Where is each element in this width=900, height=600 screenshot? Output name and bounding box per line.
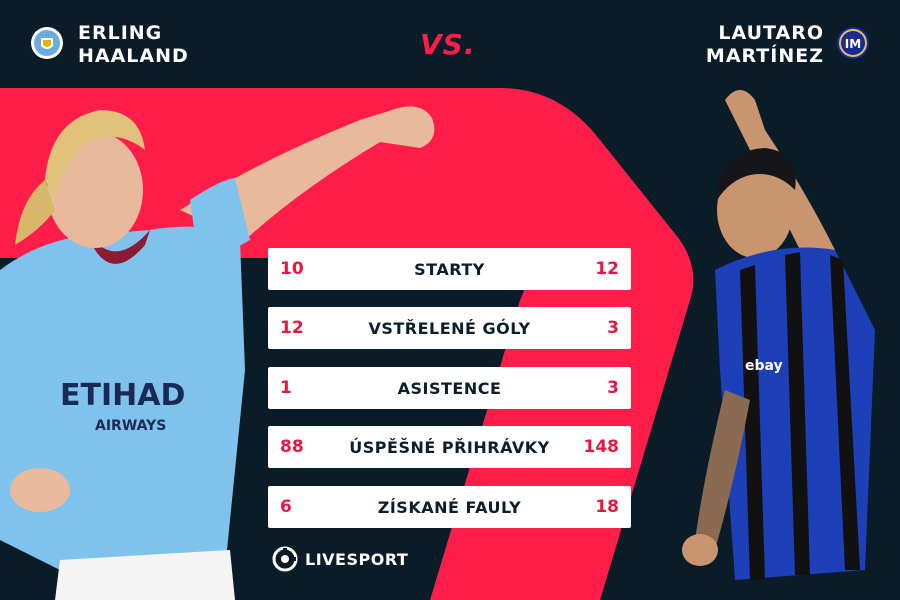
right-player-image: ebay (682, 90, 875, 580)
svg-text:IM: IM (845, 37, 861, 51)
brand-name: LIVESPORT (305, 549, 409, 569)
stat-label: ZÍSKANÉ FAULY (377, 497, 522, 517)
left-player-image: ETIHAD AIRWAYS (0, 106, 435, 600)
stat-label: STARTY (414, 259, 485, 279)
left-player-first-name: ERLING (78, 22, 163, 44)
stat-right-value: 3 (607, 378, 619, 398)
stat-label: VSTŘELENÉ GÓLY (368, 318, 531, 338)
manchester-city-crest-icon (30, 26, 64, 60)
stat-left-value: 12 (280, 318, 304, 338)
stat-label: ÚSPĚŠNÉ PŘIHRÁVKY (349, 437, 550, 457)
left-player-last-name: HAALAND (78, 45, 189, 67)
brand-watermark: LIVESPORT (272, 546, 408, 572)
stat-right-value: 148 (583, 437, 620, 457)
stat-label: ASISTENCE (397, 378, 502, 398)
stat-row-goals: 12 VSTŘELENÉ GÓLY 3 (268, 307, 631, 349)
left-player-name: ERLING HAALAND (78, 22, 189, 68)
vs-label: VS. (420, 28, 476, 61)
stat-row-starty: 10 STARTY 12 (268, 248, 631, 290)
stat-left-value: 88 (280, 437, 304, 457)
svg-text:ebay: ebay (745, 358, 783, 374)
inter-milan-crest-icon: IM (836, 26, 870, 60)
livesport-logo-icon (272, 546, 298, 572)
svg-text:AIRWAYS: AIRWAYS (95, 418, 166, 434)
stat-right-value: 18 (595, 497, 619, 517)
right-player-last-name: MARTÍNEZ (705, 45, 824, 67)
stat-left-value: 10 (280, 259, 304, 279)
stat-row-passes: 88 ÚSPĚŠNÉ PŘIHRÁVKY 148 (268, 426, 631, 468)
stat-left-value: 1 (280, 378, 292, 398)
right-player-name: LAUTARO MARTÍNEZ (706, 22, 824, 68)
stat-row-assists: 1 ASISTENCE 3 (268, 367, 631, 409)
stat-row-fouls: 6 ZÍSKANÉ FAULY 18 (268, 486, 631, 528)
stat-right-value: 12 (595, 259, 619, 279)
stat-left-value: 6 (280, 497, 292, 517)
svg-text:ETIHAD: ETIHAD (60, 378, 185, 413)
right-player-first-name: LAUTARO (718, 22, 824, 44)
stat-right-value: 3 (607, 318, 619, 338)
